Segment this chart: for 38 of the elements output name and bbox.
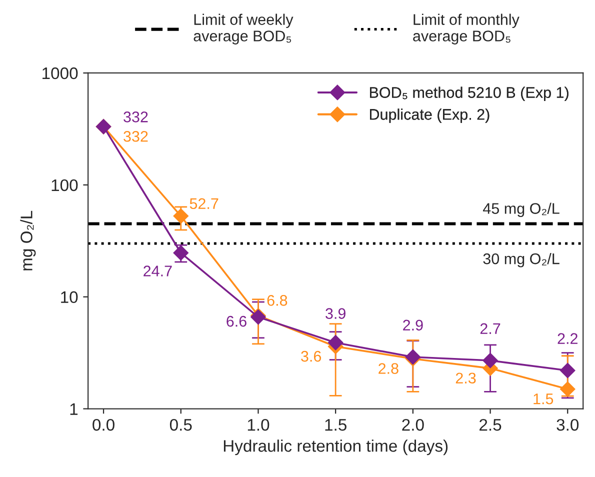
x-tick-label: 1.5 — [325, 419, 346, 431]
annotation: 30 mg O₂/L — [483, 252, 560, 268]
legend-label: Limit of monthly average BOD₅ — [413, 14, 520, 44]
y-tick-label: 10 — [61, 291, 78, 304]
data-label: 2.2 — [558, 333, 578, 344]
y-axis-title: mg O₂/L — [20, 210, 36, 270]
data-label: 332 — [124, 112, 148, 122]
legend-label: BOD₅ method 5210 B (Exp 1) — [370, 86, 568, 101]
data-label: 52.7 — [190, 198, 218, 210]
data-label: 3.9 — [326, 308, 346, 319]
data-label: 2.8 — [378, 363, 398, 374]
x-axis-title: Hydraulic retention time (days) — [224, 440, 448, 456]
legend-label: Duplicate (Exp. 2) — [370, 108, 490, 123]
data-label: 2.3 — [456, 372, 476, 384]
annotation: 45 mg O₂/L — [482, 202, 560, 217]
x-tick-label: 1.0 — [248, 418, 270, 431]
data-label: 24.7 — [144, 266, 172, 276]
legend-label: Limit of weekly average BOD₅ — [194, 14, 294, 44]
data-label: 332 — [124, 130, 148, 142]
y-tick-label: 100 — [52, 179, 78, 192]
x-tick-label: 2.5 — [480, 418, 502, 431]
data-label: 2.9 — [403, 320, 423, 331]
data-label: 2.7 — [480, 323, 500, 334]
data-label: 6.6 — [226, 316, 246, 327]
data-label: 6.8 — [267, 294, 288, 306]
point — [482, 352, 498, 368]
x-tick-label: 0.0 — [92, 418, 114, 431]
data-label: 3.6 — [301, 350, 322, 362]
point — [560, 362, 576, 378]
point — [560, 382, 576, 397]
y-tick-label: 1000 — [42, 67, 78, 80]
point — [328, 335, 344, 350]
x-tick-label: 3.0 — [556, 418, 579, 431]
x-tick-label: 0.5 — [170, 418, 192, 431]
y-tick-label: 1 — [70, 403, 78, 415]
data-label: 1.5 — [534, 394, 554, 404]
x-tick-label: 2.0 — [402, 418, 424, 431]
point — [173, 208, 188, 224]
